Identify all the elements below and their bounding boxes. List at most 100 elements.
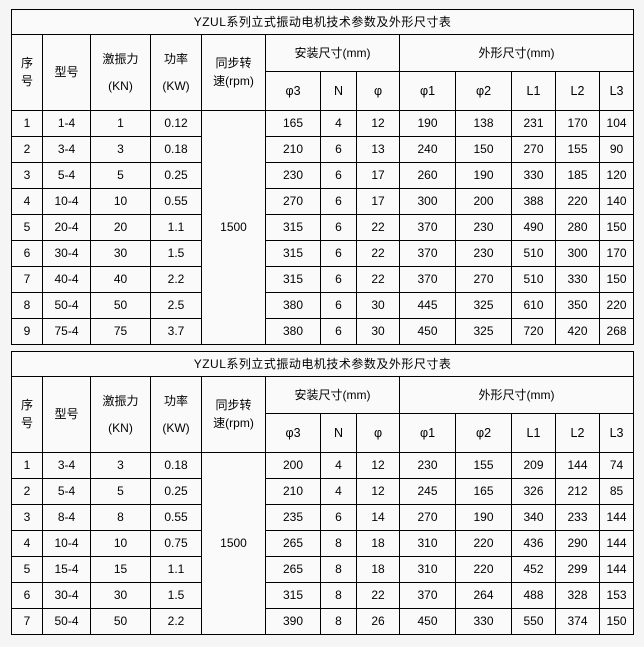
cell-power-kw: 3.7: [150, 318, 202, 345]
cell-l1: 488: [511, 582, 556, 609]
header-text-line: 激振力: [102, 51, 139, 66]
cell-phi3: 315: [265, 582, 321, 609]
cell-phi: 26: [356, 608, 400, 635]
cell-l3: 90: [598, 136, 635, 163]
cell-phi: 22: [356, 266, 400, 293]
cell-model: 1-4: [42, 110, 91, 137]
cell-l1: 270: [511, 136, 556, 163]
cell-seq: 6: [11, 582, 43, 609]
cell-seq: 1: [11, 110, 43, 137]
cell-power-kw: 0.12: [150, 110, 202, 137]
cell-l3: 120: [598, 162, 635, 189]
cell-l3: 144: [598, 556, 635, 583]
col-header-phi3: φ3: [265, 71, 321, 111]
cell-n: 6: [320, 266, 357, 293]
col-header-model: 型号: [42, 34, 91, 111]
cell-force-kn: 30: [90, 582, 151, 609]
spec-table-2: YZUL系列立式振动电机技术参数及外形尺寸表序号型号 激振力 (KN) 功率 (KW) 同…: [10, 351, 635, 635]
table-row: 1 1-4 1 0.12 1500 165 4 12 190 138 231 170 104: [11, 110, 635, 345]
cell-l1: 720: [511, 318, 556, 345]
cell-phi1: 445: [399, 292, 456, 319]
cell-phi: 12: [356, 478, 400, 505]
cell-model: 3-4: [42, 136, 91, 163]
cell-phi: 17: [356, 188, 400, 215]
cell-l2: 220: [555, 188, 600, 215]
header-text-line: 功率: [163, 51, 188, 66]
cell-force-kn: 10: [90, 530, 151, 557]
cell-l3: 85: [598, 478, 635, 505]
cell-phi2: 264: [455, 582, 512, 609]
cell-phi1: 370: [399, 240, 456, 267]
col-header-l2: L2: [555, 71, 600, 111]
header-text-line: (KW): [162, 79, 190, 93]
col-header-model: 型号: [42, 376, 91, 453]
cell-l1: 388: [511, 188, 556, 215]
cell-phi3: 165: [265, 110, 321, 137]
cell-phi1: 270: [399, 504, 456, 531]
cell-seq: 5: [11, 556, 43, 583]
cell-n: 4: [320, 110, 357, 137]
cell-l3: 150: [598, 266, 635, 293]
cell-n: 8: [320, 608, 357, 635]
cell-phi1: 370: [399, 214, 456, 241]
cell-n: 6: [320, 162, 357, 189]
cell-phi2: 165: [455, 478, 512, 505]
header-text-line: 号: [20, 415, 33, 430]
cell-l1: 231: [511, 110, 556, 137]
col-header-l3: L3: [598, 71, 635, 111]
cell-l3: 74: [598, 452, 635, 479]
col-header-phi1: φ1: [399, 71, 456, 111]
cell-n: 6: [320, 214, 357, 241]
table-row: 3 8-4 8 0.55 235 6 14 270 190 340 233 144: [11, 504, 635, 531]
cell-phi: 30: [356, 318, 400, 345]
cell-force-kn: 8: [90, 504, 151, 531]
table-row: 8 50-4 50 2.5 380 6 30 445 325 610 350 220: [11, 292, 635, 319]
cell-phi1: 245: [399, 478, 456, 505]
table-row: 7 50-4 50 2.2 390 8 26 450 330 550 374 150: [11, 608, 635, 635]
cell-phi2: 150: [455, 136, 512, 163]
cell-seq: 5: [11, 214, 43, 241]
cell-l2: 280: [555, 214, 600, 241]
table-title: YZUL系列立式振动电机技术参数及外形尺寸表: [10, 351, 635, 377]
cell-phi3: 230: [265, 162, 321, 189]
header-text-line: (KW): [162, 421, 190, 435]
cell-phi3: 235: [265, 504, 321, 531]
cell-l2: 420: [555, 318, 600, 345]
cell-force-kn: 30: [90, 240, 151, 267]
cell-l1: 340: [511, 504, 556, 531]
cell-power-kw: 0.25: [150, 162, 202, 189]
cell-l2: 330: [555, 266, 600, 293]
cell-phi1: 310: [399, 556, 456, 583]
cell-model: 5-4: [42, 162, 91, 189]
cell-seq: 3: [11, 162, 43, 189]
cell-model: 30-4: [42, 582, 91, 609]
cell-model: 20-4: [42, 214, 91, 241]
table-row: 7 40-4 40 2.2 315 6 22 370 270 510 330 150: [11, 266, 635, 293]
cell-n: 8: [320, 530, 357, 557]
header-text-line: 序: [20, 398, 33, 413]
cell-seq: 2: [11, 136, 43, 163]
col-header-phi1: φ1: [399, 413, 456, 453]
cell-phi2: 190: [455, 504, 512, 531]
cell-seq: 8: [11, 292, 43, 319]
cell-phi3: 315: [265, 214, 321, 241]
cell-phi3: 315: [265, 240, 321, 267]
cell-l2: 374: [555, 608, 600, 635]
cell-force-kn: 10: [90, 188, 151, 215]
cell-model: 5-4: [42, 478, 91, 505]
table-row: 5 15-4 15 1.1 265 8 18 310 220 452 299 144: [11, 556, 635, 583]
cell-phi1: 260: [399, 162, 456, 189]
cell-phi2: 330: [455, 608, 512, 635]
cell-n: 8: [320, 556, 357, 583]
cell-power-kw: 0.18: [150, 452, 202, 479]
cell-phi3: 390: [265, 608, 321, 635]
cell-l3: 220: [598, 292, 635, 319]
cell-phi: 22: [356, 214, 400, 241]
cell-phi: 13: [356, 136, 400, 163]
cell-n: 6: [320, 136, 357, 163]
col-header-phi: φ: [356, 71, 400, 111]
cell-phi2: 190: [455, 162, 512, 189]
col-header-phi2: φ2: [455, 413, 512, 453]
cell-phi2: 270: [455, 266, 512, 293]
